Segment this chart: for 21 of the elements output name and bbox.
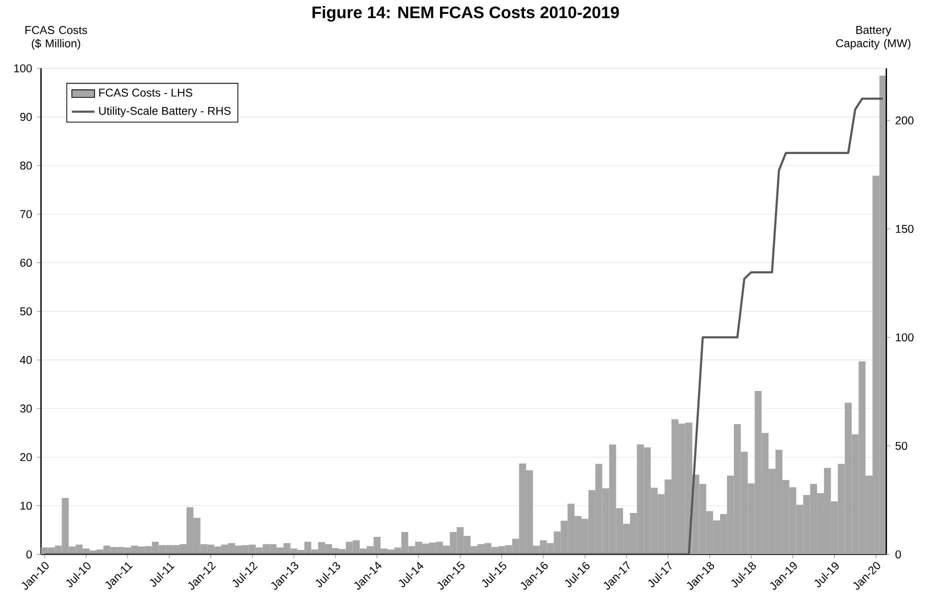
- y-tick-label: 100: [14, 64, 32, 72]
- y-tick-label: 0: [26, 550, 32, 558]
- y-tick-label: 60: [20, 258, 32, 267]
- y-tick-label: 70: [20, 210, 32, 218]
- y-tick-label: 10: [20, 502, 32, 510]
- y2-tick-label: 0: [895, 550, 901, 558]
- y-tick-label: 20: [20, 453, 32, 462]
- y2-tick-label: 200: [896, 116, 914, 124]
- y-axis-title: FCAS Costs ($ Million): [25, 26, 88, 50]
- y2-tick-label: 100: [896, 333, 914, 342]
- chart-title: Figure 14: NEM FCAS Costs 2010-2019: [312, 6, 619, 22]
- y-tick-label: 90: [20, 112, 32, 121]
- y2-axis-title: Battery Capacity (MW): [836, 26, 910, 50]
- y-tick-label: 80: [20, 162, 32, 170]
- y-tick-label: 50: [20, 307, 32, 316]
- y-tick-label: 40: [20, 356, 32, 364]
- y-tick-label: 30: [20, 404, 32, 413]
- y2-tick-label: 150: [896, 224, 914, 233]
- legend-label: Utility-Scale Battery - RHS: [99, 106, 231, 118]
- legend-label: FCAS Costs - LHS: [99, 88, 192, 97]
- y2-tick-label: 50: [896, 442, 908, 450]
